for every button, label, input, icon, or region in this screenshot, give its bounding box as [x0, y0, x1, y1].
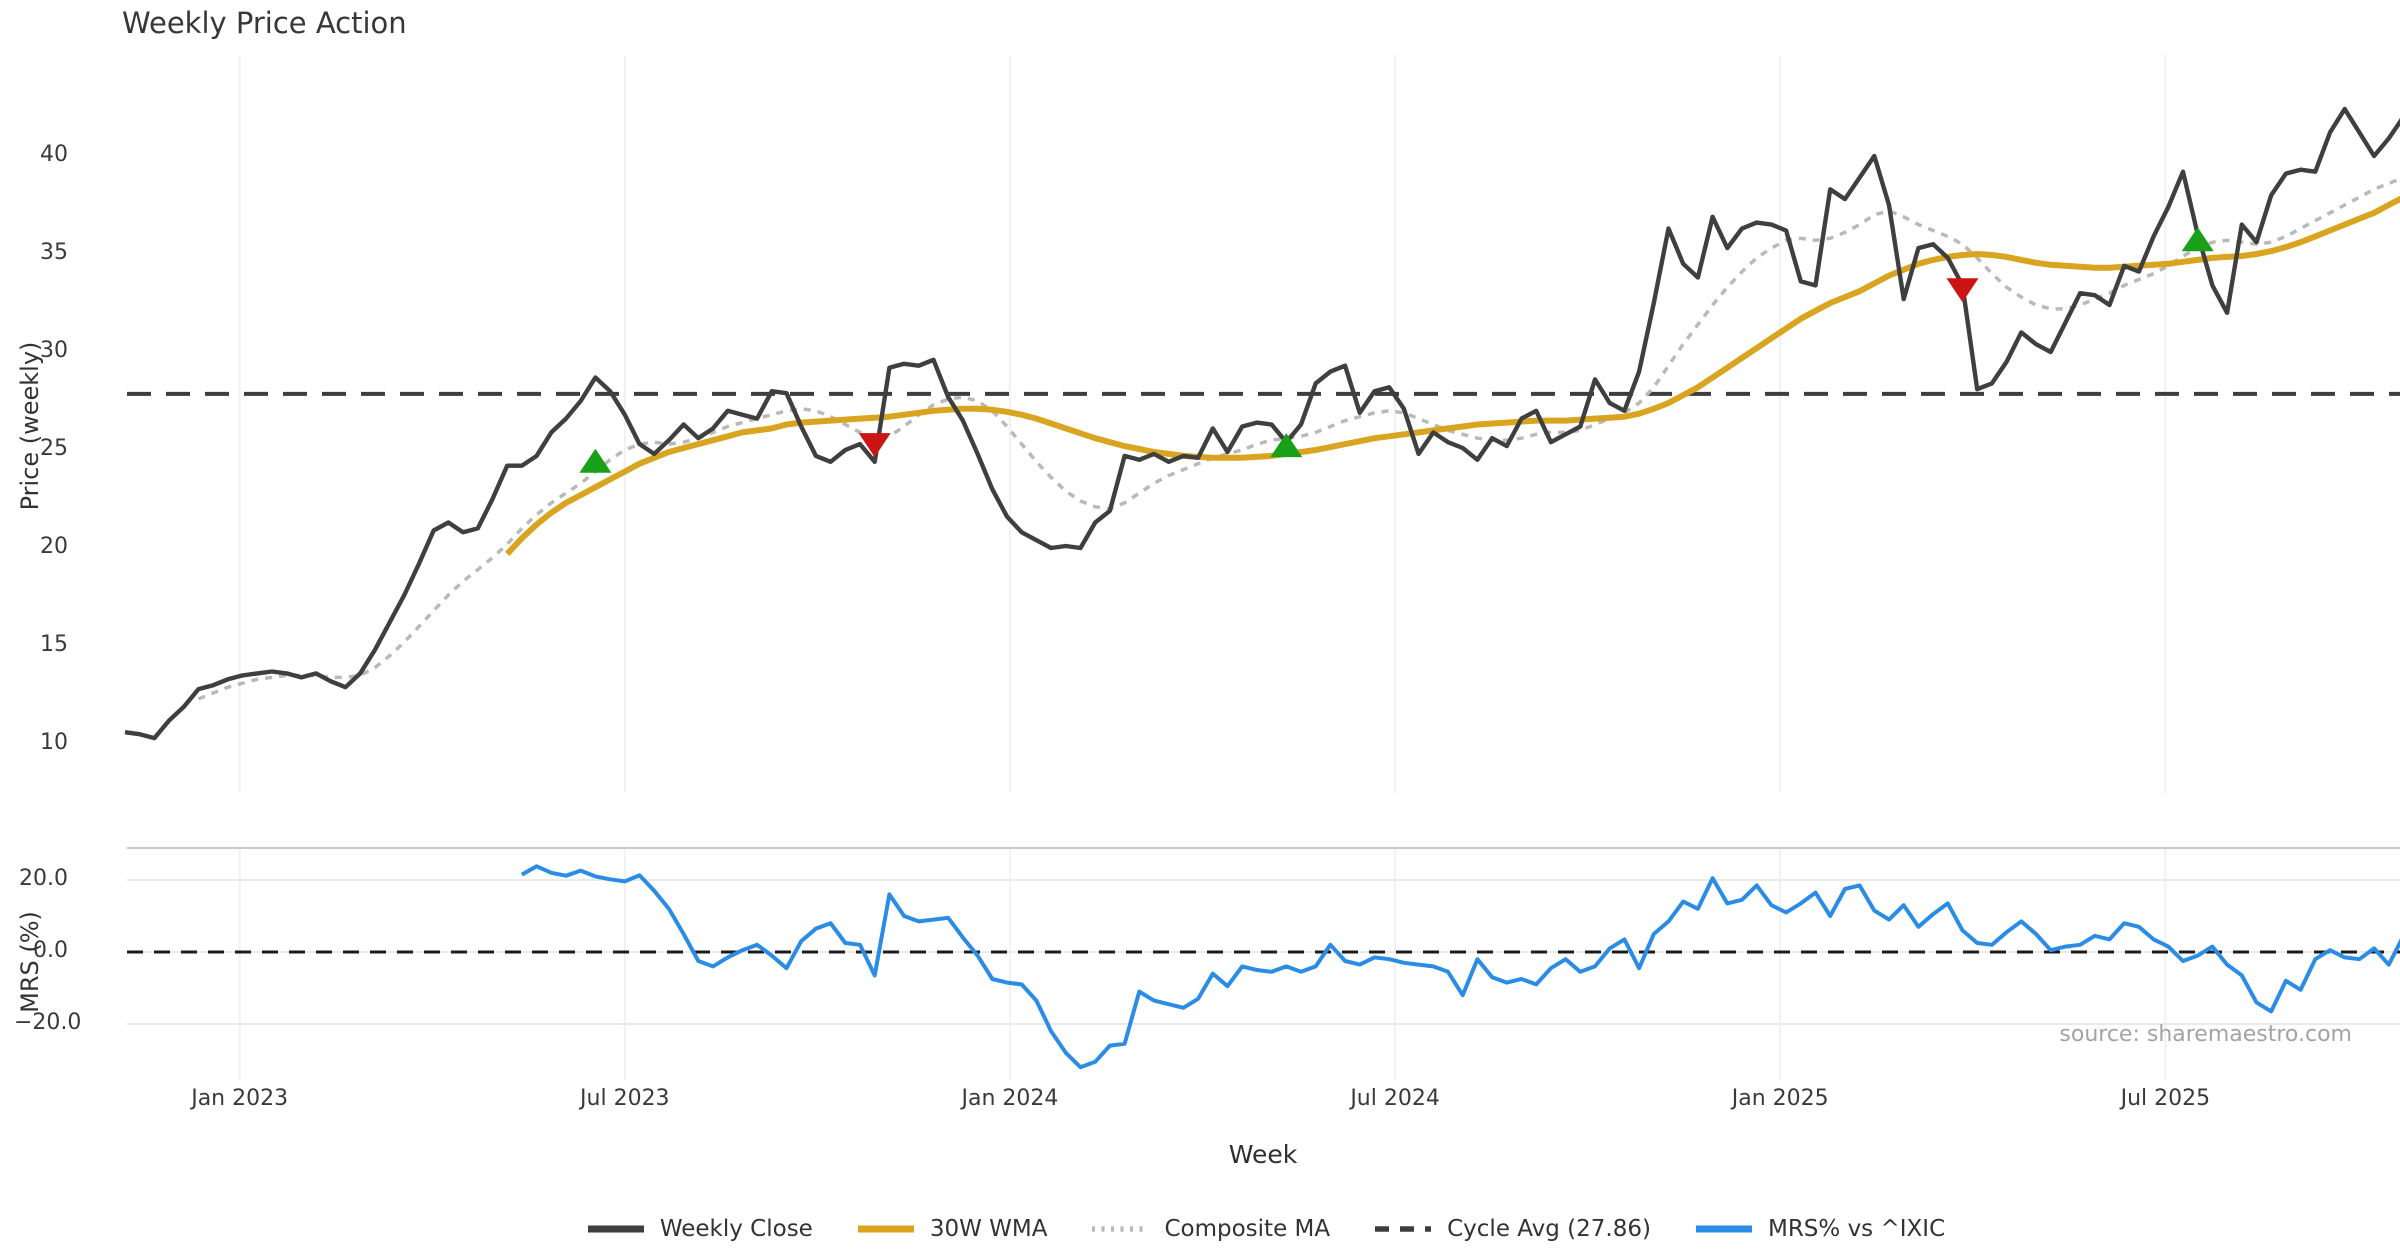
x-tick-label: Jul 2023 — [580, 1086, 670, 1111]
legend-item: MRS% vs ^IXIC — [1693, 1216, 1945, 1242]
legend-swatch-icon — [857, 1225, 914, 1233]
price-tick-label: 35 — [40, 240, 68, 265]
buy-signal-icon — [1270, 433, 1303, 458]
legend-item-label: Weekly Close — [659, 1216, 813, 1242]
x-tick-label: Jan 2025 — [1731, 1086, 1829, 1111]
price-tick-label: 20 — [40, 534, 68, 559]
legend-item-label: Cycle Avg (27.86) — [1447, 1216, 1651, 1242]
mrs-tick-label: 20.0 — [19, 866, 68, 891]
weekly-close-line — [124, 106, 2400, 741]
legend-item-label: MRS% vs ^IXIC — [1767, 1216, 1946, 1242]
x-axis-label: Week — [1228, 1140, 1298, 1169]
buy-signal-icon — [2181, 227, 2214, 252]
legend-item: Composite MA — [1089, 1216, 1330, 1242]
mrs-tick-label: 0.0 — [33, 938, 68, 963]
legend-swatch-icon — [1375, 1226, 1432, 1232]
x-tick-label: Jul 2025 — [2120, 1086, 2211, 1111]
source-note: source: sharemaestro.com — [2059, 1022, 2352, 1047]
legend-item: Weekly Close — [585, 1216, 813, 1242]
legend-item-label: 30W WMA — [929, 1216, 1048, 1242]
mrs-vs-ixic-line — [520, 864, 2400, 1070]
price-tick-label: 30 — [40, 338, 68, 363]
legend-swatch-icon — [1695, 1225, 1752, 1233]
page-title: Weekly Price Action — [122, 6, 407, 40]
x-tick-label: Jan 2023 — [191, 1086, 289, 1111]
price-tick-label: 15 — [40, 632, 68, 657]
legend-swatch-icon — [1092, 1226, 1149, 1232]
legend-item: 30W WMA — [855, 1216, 1048, 1242]
legend-swatch-icon — [587, 1225, 644, 1233]
composite-ma-line — [197, 177, 2400, 701]
sell-signal-icon — [858, 433, 891, 458]
price-tick-label: 40 — [40, 142, 68, 167]
sell-signal-icon — [1946, 278, 1979, 303]
price-tick-label: 10 — [40, 730, 68, 755]
legend-item-label: Composite MA — [1164, 1216, 1331, 1242]
price-tick-label: 25 — [40, 436, 68, 461]
chart-legend: Weekly Close 30W WMA Composite MA Cycle Avg… — [0, 1203, 2400, 1255]
mrs-tick-label: −20.0 — [14, 1010, 82, 1035]
buy-signal-icon — [579, 448, 612, 473]
x-tick-label: Jul 2024 — [1350, 1086, 1440, 1111]
legend-item: Cycle Avg (27.86) — [1372, 1216, 1651, 1242]
30w-wma-line — [505, 195, 2400, 556]
x-tick-label: Jan 2024 — [961, 1086, 1059, 1111]
